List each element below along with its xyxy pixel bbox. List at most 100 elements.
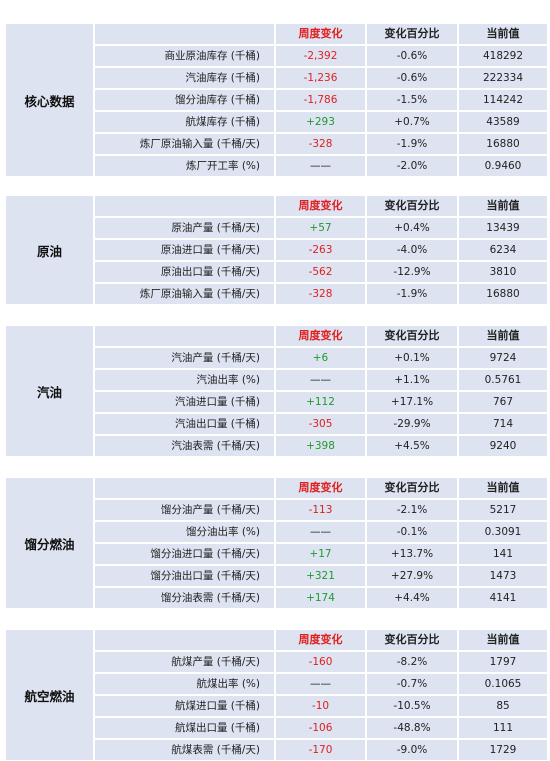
- section-3: 馏分燃油 周度变化 变化百分比 当前值 馏分油产量 (千桶/天) -113 -2.1% 521…: [6, 478, 547, 608]
- weekly-change: -263: [308, 244, 333, 256]
- table-row: 汽油出率 (%) —— +1.1% 0.5761: [95, 370, 547, 390]
- current-value: 0.1065: [484, 678, 522, 690]
- weekly-change: -10: [311, 700, 330, 712]
- current-value: 5217: [489, 504, 517, 516]
- current-value: 85: [496, 700, 510, 712]
- weekly-change: -160: [308, 656, 333, 668]
- metric-name: 航煤产量 (千桶/天): [171, 656, 260, 668]
- metric-name: 馏分油出率 (%): [185, 526, 260, 538]
- change-percent: +17.1%: [390, 396, 434, 408]
- current-value: 16880: [486, 288, 520, 300]
- current-value: 6234: [489, 244, 517, 256]
- metric-name: 馏分油产量 (千桶/天): [160, 504, 260, 516]
- table-row: 汽油进口量 (千桶) +112 +17.1% 767: [95, 392, 547, 412]
- table-row: 原油出口量 (千桶/天) -562 -12.9% 3810: [95, 262, 547, 282]
- weekly-change: +112: [306, 396, 335, 408]
- weekly-change: +174: [306, 592, 335, 604]
- change-percent: +1.1%: [394, 374, 430, 386]
- change-percent: -29.9%: [393, 418, 431, 430]
- header-name: [95, 24, 274, 44]
- header-current: 当前值: [486, 329, 520, 342]
- weekly-change: +17: [309, 548, 332, 560]
- metric-name: 馏分油库存 (千桶): [174, 94, 260, 106]
- table-row: 炼厂开工率 (%) —— -2.0% 0.9460: [95, 156, 547, 176]
- weekly-change: -1,786: [303, 94, 338, 106]
- weekly-change: ——: [310, 160, 331, 172]
- metric-name: 炼厂开工率 (%): [185, 160, 260, 172]
- table-row: 航煤进口量 (千桶) -10 -10.5% 85: [95, 696, 547, 716]
- header-name: [95, 196, 274, 216]
- metric-name: 汽油表需 (千桶/天): [171, 440, 260, 452]
- current-value: 0.9460: [484, 160, 522, 172]
- current-value: 114242: [482, 94, 524, 106]
- table-row: 航煤库存 (千桶) +293 +0.7% 43589: [95, 112, 547, 132]
- change-percent: -1.5%: [396, 94, 428, 106]
- section-1: 原油 周度变化 变化百分比 当前值 原油产量 (千桶/天) +57 +0.4% 13439 原油…: [6, 196, 547, 304]
- current-value: 16880: [486, 138, 520, 150]
- current-value: 4141: [489, 592, 517, 604]
- weekly-change: -113: [308, 504, 333, 516]
- change-percent: -0.6%: [396, 50, 428, 62]
- header-pct: 变化百分比: [384, 481, 440, 494]
- header-change: 周度变化: [298, 329, 343, 342]
- weekly-change: -170: [308, 744, 333, 756]
- section-label: 航空燃油: [6, 630, 93, 760]
- weekly-change: +6: [312, 352, 329, 364]
- header-current: 当前值: [486, 481, 520, 494]
- table-row: 汽油出口量 (千桶) -305 -29.9% 714: [95, 414, 547, 434]
- table-header-row: 周度变化 变化百分比 当前值: [95, 326, 547, 346]
- metric-name: 馏分油出口量 (千桶/天): [150, 570, 260, 582]
- table-row: 馏分油产量 (千桶/天) -113 -2.1% 5217: [95, 500, 547, 520]
- table-row: 馏分油表需 (千桶/天) +174 +4.4% 4141: [95, 588, 547, 608]
- metric-name: 商业原油库存 (千桶): [164, 50, 260, 62]
- metric-name: 汽油出口量 (千桶): [174, 418, 260, 430]
- metric-name: 馏分油表需 (千桶/天): [160, 592, 260, 604]
- table-row: 航煤产量 (千桶/天) -160 -8.2% 1797: [95, 652, 547, 672]
- current-value: 0.3091: [484, 526, 522, 538]
- table-header-row: 周度变化 变化百分比 当前值: [95, 196, 547, 216]
- section-label: 核心数据: [6, 24, 93, 176]
- table-row: 馏分油出口量 (千桶/天) +321 +27.9% 1473: [95, 566, 547, 586]
- change-percent: -0.6%: [396, 72, 428, 84]
- change-percent: +0.7%: [394, 116, 430, 128]
- current-value: 0.5761: [484, 374, 522, 386]
- current-value: 3810: [489, 266, 517, 278]
- metric-name: 汽油进口量 (千桶): [174, 396, 260, 408]
- header-change: 周度变化: [298, 481, 343, 494]
- change-percent: -0.1%: [396, 526, 428, 538]
- current-value: 418292: [482, 50, 524, 62]
- weekly-change: ——: [310, 374, 331, 386]
- weekly-change: -1,236: [303, 72, 338, 84]
- table-row: 汽油产量 (千桶/天) +6 +0.1% 9724: [95, 348, 547, 368]
- change-percent: +13.7%: [390, 548, 434, 560]
- change-percent: +4.4%: [394, 592, 430, 604]
- change-percent: -2.1%: [396, 504, 428, 516]
- weekly-change: -2,392: [303, 50, 338, 62]
- table-row: 炼厂原油输入量 (千桶/天) -328 -1.9% 16880: [95, 134, 547, 154]
- section-label: 汽油: [6, 326, 93, 456]
- table-row: 原油进口量 (千桶/天) -263 -4.0% 6234: [95, 240, 547, 260]
- current-value: 9240: [489, 440, 517, 452]
- table-row: 炼厂原油输入量 (千桶/天) -328 -1.9% 16880: [95, 284, 547, 304]
- header-current: 当前值: [486, 633, 520, 646]
- header-current: 当前值: [486, 27, 520, 40]
- metric-name: 原油进口量 (千桶/天): [160, 244, 260, 256]
- current-value: 1473: [489, 570, 517, 582]
- change-percent: +0.1%: [394, 352, 430, 364]
- current-value: 13439: [486, 222, 520, 234]
- table-row: 商业原油库存 (千桶) -2,392 -0.6% 418292: [95, 46, 547, 66]
- weekly-change: -305: [308, 418, 333, 430]
- metric-name: 原油产量 (千桶/天): [171, 222, 260, 234]
- weekly-change: -106: [308, 722, 333, 734]
- metric-name: 航煤出率 (%): [196, 678, 260, 690]
- change-percent: -1.9%: [396, 138, 428, 150]
- weekly-change: ——: [310, 526, 331, 538]
- current-value: 222334: [482, 72, 524, 84]
- change-percent: -1.9%: [396, 288, 428, 300]
- header-change: 周度变化: [298, 27, 343, 40]
- change-percent: +4.5%: [394, 440, 430, 452]
- table-row: 馏分油出率 (%) —— -0.1% 0.3091: [95, 522, 547, 542]
- change-percent: -9.0%: [396, 744, 428, 756]
- current-value: 111: [492, 722, 514, 734]
- weekly-change: +321: [306, 570, 335, 582]
